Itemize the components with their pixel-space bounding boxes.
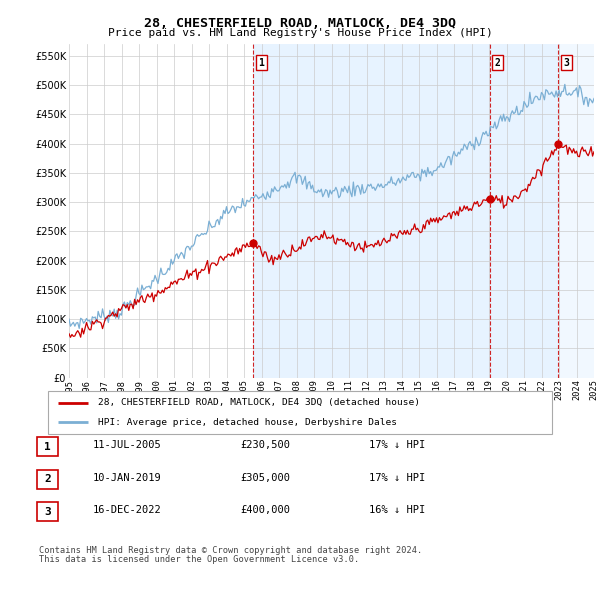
Text: 11-JUL-2005: 11-JUL-2005 (93, 441, 162, 450)
Text: 17% ↓ HPI: 17% ↓ HPI (369, 473, 425, 483)
Text: Contains HM Land Registry data © Crown copyright and database right 2024.: Contains HM Land Registry data © Crown c… (39, 546, 422, 555)
Bar (559, 44, 594, 378)
FancyBboxPatch shape (37, 502, 58, 521)
Text: 2: 2 (44, 474, 51, 484)
Text: £305,000: £305,000 (240, 473, 290, 483)
Text: 1: 1 (44, 442, 51, 451)
Bar (253, 44, 490, 378)
Text: 3: 3 (563, 58, 569, 68)
Text: HPI: Average price, detached house, Derbyshire Dales: HPI: Average price, detached house, Derb… (98, 418, 397, 427)
Text: 28, CHESTERFIELD ROAD, MATLOCK, DE4 3DQ (detached house): 28, CHESTERFIELD ROAD, MATLOCK, DE4 3DQ … (98, 398, 421, 407)
Text: 10-JAN-2019: 10-JAN-2019 (93, 473, 162, 483)
Text: Price paid vs. HM Land Registry's House Price Index (HPI): Price paid vs. HM Land Registry's House … (107, 28, 493, 38)
Text: This data is licensed under the Open Government Licence v3.0.: This data is licensed under the Open Gov… (39, 555, 359, 564)
Text: 3: 3 (44, 507, 51, 516)
FancyBboxPatch shape (48, 391, 552, 434)
Text: 2: 2 (495, 58, 500, 68)
Text: 17% ↓ HPI: 17% ↓ HPI (369, 441, 425, 450)
Text: £400,000: £400,000 (240, 506, 290, 515)
Bar (490, 44, 559, 378)
Text: 1: 1 (259, 58, 265, 68)
FancyBboxPatch shape (37, 470, 58, 489)
Text: 16-DEC-2022: 16-DEC-2022 (93, 506, 162, 515)
Text: 16% ↓ HPI: 16% ↓ HPI (369, 506, 425, 515)
Text: £230,500: £230,500 (240, 441, 290, 450)
Text: 28, CHESTERFIELD ROAD, MATLOCK, DE4 3DQ: 28, CHESTERFIELD ROAD, MATLOCK, DE4 3DQ (144, 17, 456, 30)
FancyBboxPatch shape (37, 437, 58, 456)
